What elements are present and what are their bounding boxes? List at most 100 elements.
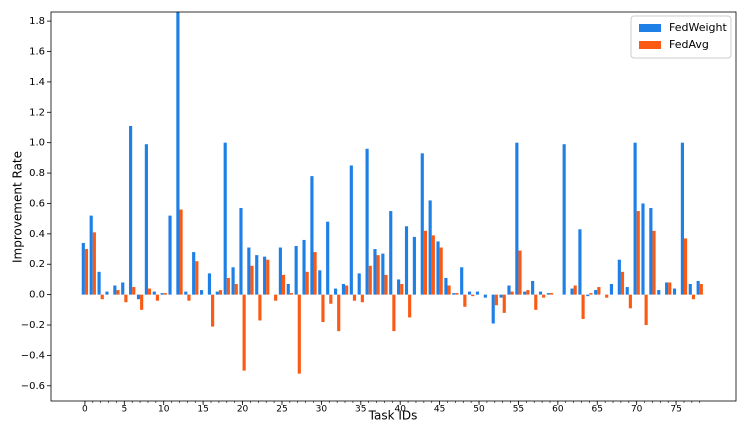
y-tick-label: 1.6 [29, 47, 45, 58]
y-tick-label: 0.4 [29, 229, 45, 240]
bar [475, 291, 480, 295]
bar [89, 215, 93, 295]
bar [176, 12, 180, 295]
bar [297, 294, 301, 374]
x-tick-label: 50 [473, 405, 485, 415]
x-tick-label: 20 [237, 405, 249, 415]
bar [266, 259, 270, 295]
bar [696, 280, 700, 295]
bar [652, 230, 656, 295]
bar [384, 274, 388, 295]
bar [329, 294, 333, 304]
bar [326, 221, 330, 295]
x-tick-label: 5 [121, 405, 127, 415]
bar [294, 246, 298, 295]
bar [113, 285, 117, 295]
bar [337, 294, 341, 332]
bar [573, 285, 577, 295]
x-tick-label: 25 [276, 405, 287, 415]
x-tick-label: 55 [513, 405, 524, 415]
bar [310, 176, 314, 295]
bar [136, 294, 141, 300]
bar [589, 293, 593, 295]
bar [97, 271, 101, 295]
legend-label: FedAvg [669, 38, 709, 51]
bar [507, 285, 511, 295]
bar [515, 142, 519, 295]
y-axis-label: Improvement Rate [11, 151, 25, 263]
bar [431, 235, 435, 295]
y-tick-label: 0.6 [29, 198, 45, 209]
bar [665, 282, 669, 295]
bar [207, 273, 212, 295]
bar [321, 294, 325, 322]
bar [373, 249, 377, 295]
bar [281, 274, 286, 295]
x-tick-label: 75 [670, 405, 681, 415]
bar [452, 293, 456, 295]
bar [168, 215, 172, 295]
bar [392, 294, 396, 332]
bar [211, 294, 215, 327]
bar [215, 291, 219, 295]
y-tick-label: 1.8 [29, 16, 45, 27]
bar [510, 291, 514, 295]
bar [250, 265, 254, 295]
bar [231, 267, 235, 295]
bar [187, 294, 191, 301]
bar [239, 208, 243, 295]
bar [341, 283, 346, 295]
bar [494, 294, 498, 306]
bar [263, 256, 267, 295]
legend-swatch [639, 41, 661, 49]
bar [447, 285, 451, 295]
y-tick-label: −0.6 [21, 381, 45, 392]
bar [397, 279, 401, 295]
x-axis-label: Task IDs [368, 409, 418, 423]
y-tick-label: 1.4 [29, 77, 45, 88]
bars [81, 12, 703, 374]
y-tick-label: −0.2 [21, 320, 45, 331]
bar [463, 294, 467, 307]
bar [389, 211, 393, 295]
bar [542, 294, 546, 298]
bar [242, 294, 246, 371]
y-tick-label: 0.2 [29, 259, 45, 270]
bar [578, 229, 582, 295]
y-tick-label: 0.0 [29, 290, 45, 301]
bar [680, 142, 684, 295]
bar [625, 287, 629, 295]
bar [562, 144, 566, 295]
bar [668, 282, 672, 295]
bar [184, 291, 188, 295]
bar [179, 209, 183, 295]
bar [144, 144, 148, 295]
bar [218, 290, 223, 295]
bar [160, 293, 164, 295]
bar [195, 261, 199, 295]
legend-label: FedWeight [669, 21, 727, 34]
bar [381, 253, 385, 295]
bar [483, 294, 487, 298]
bar [672, 288, 677, 295]
x-tick-label: 45 [434, 405, 445, 415]
bar [491, 294, 495, 324]
bar [313, 252, 317, 295]
bar [333, 288, 338, 295]
bar [368, 265, 372, 295]
bar [140, 294, 144, 310]
x-tick-label: 10 [158, 405, 170, 415]
x-tick-label: 40 [394, 405, 406, 415]
bar [258, 294, 262, 321]
x-tick-label: 60 [552, 405, 564, 415]
bar [92, 232, 96, 295]
bar [534, 294, 538, 310]
bar [400, 283, 404, 295]
bar [376, 255, 380, 295]
bar [408, 294, 412, 318]
bar [467, 291, 472, 295]
bar [699, 283, 703, 295]
bar [428, 200, 432, 295]
bar [531, 280, 535, 295]
bar [121, 282, 125, 295]
